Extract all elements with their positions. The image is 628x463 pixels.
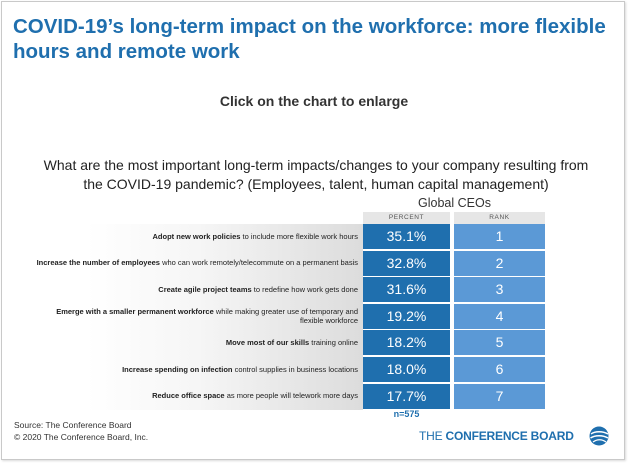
row-label: Reduce office space as more people will … [36,384,358,409]
rank-cell: 5 [454,330,545,356]
percent-cell: 35.1% [363,224,450,249]
table-row: Emerge with a smaller permanent workforc… [36,303,545,329]
table-row: Increase spending on infection control s… [36,357,545,382]
row-label-bold: Create agile project teams [158,284,252,294]
percent-column-header: PERCENT [363,212,450,224]
row-label: Emerge with a smaller permanent workforc… [36,304,358,329]
chart-question: What are the most important long-term im… [43,157,589,192]
row-label: Increase the number of employees who can… [36,251,358,276]
row-label-rest: to redefine how work gets done [251,284,358,294]
rank-cell: 7 [454,383,545,409]
row-label-bold: Increase spending on infection [122,364,233,374]
table-row: Adopt new work policies to include more … [36,224,545,249]
row-label: Adopt new work policies to include more … [36,224,359,249]
table-row: Reduce office space as more people will … [36,383,545,409]
rank-cell: 2 [454,250,545,276]
rank-cell: 1 [454,224,545,249]
row-label-rest: training online [309,338,358,348]
conference-board-logo: THE CONFERENCE BOARD [419,429,574,443]
group-header: Global CEOs [418,196,491,210]
row-label: Create agile project teams to redefine h… [36,277,358,302]
rank-cell: 6 [454,357,545,382]
row-label-rest: while making greater use of temporary an… [213,306,358,326]
logo-prefix: THE [419,429,446,443]
row-label-rest: to include more flexible work hours [240,231,358,241]
row-label: Move most of our skills training online [36,330,358,355]
table-row: Increase the number of employees who can… [36,250,545,276]
source-note: Source: The Conference Board © 2020 The … [14,419,148,443]
row-label-rest: as more people will telework more days [224,391,358,401]
label-shading [86,224,363,410]
rank-cell: 3 [454,277,545,303]
source-line: Source: The Conference Board [14,420,132,430]
percent-cell: 18.2% [363,330,450,356]
row-label-bold: Emerge with a smaller permanent workforc… [56,306,214,316]
row-label-bold: Increase the number of employees [36,258,160,268]
row-label-bold: Adopt new work policies [152,231,241,241]
rank-cell: 4 [454,303,545,329]
page-title: COVID-19’s long-term impact on the workf… [13,15,606,63]
row-label-bold: Move most of our skills [225,338,310,348]
row-label: Increase spending on infection control s… [36,357,358,382]
enlarge-hint[interactable]: Click on the chart to enlarge [219,93,409,109]
percent-cell: 17.7% [363,383,450,409]
percent-cell: 31.6% [363,277,450,303]
table-row: Create agile project teams to redefine h… [36,277,545,303]
row-label-bold: Reduce office space [152,391,225,401]
logo-bold: CONFERENCE BOARD [445,429,574,443]
percent-cell: 18.0% [363,357,450,382]
rank-column-header: RANK [454,212,545,224]
copyright-line: © 2020 The Conference Board, Inc. [14,432,149,442]
row-label-rest: who can work remotely/telecommute on a p… [159,258,358,268]
percent-cell: 32.8% [363,250,450,276]
percent-cell: 19.2% [363,303,450,329]
globe-icon [589,426,609,446]
row-label-rest: control supplies in business locations [232,364,358,374]
sample-size: n=575 [393,409,420,419]
table-row: Move most of our skills training online 1… [36,330,545,356]
